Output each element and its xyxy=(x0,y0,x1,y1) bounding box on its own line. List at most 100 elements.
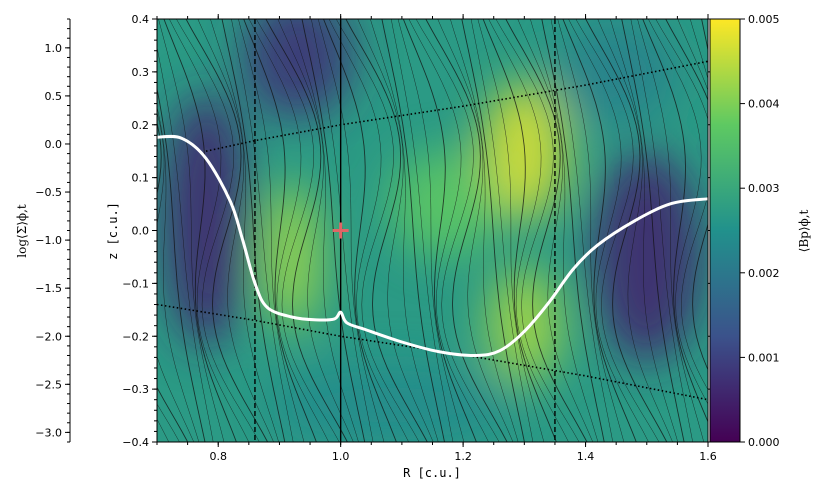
y-tick-label: 0.1 xyxy=(132,172,150,185)
streamline xyxy=(621,19,685,442)
streamline xyxy=(530,19,599,442)
streamline xyxy=(169,19,250,442)
y-tick-label: −0.3 xyxy=(122,383,149,396)
streamline xyxy=(495,19,580,442)
left-tick-label: 0.0 xyxy=(45,138,63,151)
streamlines xyxy=(157,19,708,442)
streamline xyxy=(585,19,668,442)
left-tick-label: −2.0 xyxy=(35,330,62,343)
streamline xyxy=(163,19,237,442)
streamline xyxy=(381,19,445,442)
streamline xyxy=(157,45,214,442)
x-axis: 0.8 1.0 1.2 1.4 1.6 xyxy=(156,14,717,463)
streamline xyxy=(488,19,569,442)
streamline xyxy=(655,19,708,391)
left-axis: 1.0 0.5 0.0 −0.5 −1.0 −1.5 −2.0 −2.5 −3.0 xyxy=(35,18,71,443)
streamline xyxy=(277,19,354,442)
streamline xyxy=(390,19,454,442)
y-axis-label: z [c.u.] xyxy=(106,202,120,260)
streamline xyxy=(176,19,260,442)
streamline xyxy=(437,19,514,442)
x-tick-label: 1.2 xyxy=(454,450,472,463)
y-tick-label: −0.4 xyxy=(122,436,149,449)
streamline xyxy=(541,19,605,442)
heatmap-blob-1 xyxy=(242,19,353,120)
streamline xyxy=(610,19,679,442)
left-tick-label: 0.5 xyxy=(45,90,63,103)
colorbar-tick-label: 0.003 xyxy=(748,182,780,195)
streamline xyxy=(243,19,317,442)
streamline xyxy=(562,19,637,442)
streamline xyxy=(482,19,557,442)
streamline xyxy=(477,19,545,442)
streamline xyxy=(557,19,625,442)
streamline xyxy=(197,19,274,442)
colorbar: 0.000 0.001 0.002 0.003 0.004 0.005 ⟨Bp⟩ϕ,t xyxy=(709,13,811,449)
dotted-boundaries xyxy=(157,60,708,401)
y-tick-label: 0.3 xyxy=(132,66,150,79)
x-tick-label: 0.8 xyxy=(209,450,227,463)
streamline xyxy=(248,19,329,442)
colorbar-tick-label: 0.005 xyxy=(748,13,780,26)
streamline xyxy=(402,19,477,442)
x-tick-label: 1.4 xyxy=(577,450,595,463)
y-tick-label: 0.2 xyxy=(132,119,150,132)
left-axis-label: log⟨Σ⟩ϕ,t xyxy=(15,204,29,258)
center-marker xyxy=(332,222,349,239)
streamline xyxy=(290,19,359,442)
streamline xyxy=(158,19,225,442)
streamline xyxy=(648,19,708,405)
heatmap-blob-4 xyxy=(487,267,562,384)
streamline xyxy=(597,19,673,442)
streamline xyxy=(335,19,420,442)
x-tick-label: 1.0 xyxy=(332,450,350,463)
streamline xyxy=(328,19,409,442)
colorbar-ticks: 0.000 0.001 0.002 0.003 0.004 0.005 xyxy=(740,13,780,449)
streamline xyxy=(157,106,200,442)
colorbar-tick-label: 0.004 xyxy=(748,98,780,111)
y-tick-label: −0.2 xyxy=(122,330,149,343)
streamline xyxy=(642,19,708,423)
surface-density-profile xyxy=(157,134,708,358)
streamline xyxy=(665,19,708,371)
streamline xyxy=(637,19,705,442)
streamline xyxy=(408,19,489,442)
plus-marker xyxy=(332,222,349,239)
streamline xyxy=(221,19,286,442)
colorbar-gradient xyxy=(709,18,741,443)
heatmap-blob-2 xyxy=(261,182,323,331)
streamline xyxy=(470,19,534,442)
streamline xyxy=(317,19,385,442)
streamline xyxy=(231,19,294,442)
heatmap-blob-0 xyxy=(163,93,249,347)
streamline xyxy=(370,19,439,442)
streamline xyxy=(238,19,305,442)
streamline xyxy=(568,19,649,442)
colorbar-label: ⟨Bp⟩ϕ,t xyxy=(797,209,811,252)
streamline xyxy=(265,19,348,442)
heatmap-blob-5 xyxy=(389,151,500,257)
left-tick-label: −1.0 xyxy=(35,234,62,247)
streamline xyxy=(157,111,195,442)
streamline xyxy=(461,19,525,442)
heatmap-blob-7 xyxy=(267,362,513,442)
left-tick-label: 1.0 xyxy=(45,42,63,55)
y-tick-label: −0.1 xyxy=(122,277,149,290)
streamline xyxy=(397,19,465,442)
streamline xyxy=(415,19,500,442)
dotted-boundary-lower xyxy=(157,303,708,401)
streamline xyxy=(450,19,519,442)
left-tick-label: −2.5 xyxy=(35,378,62,391)
streamline xyxy=(505,19,588,442)
streamline xyxy=(425,19,508,442)
left-tick-label: −3.0 xyxy=(35,426,62,439)
left-tick-label: −0.5 xyxy=(35,186,62,199)
colorbar-tick-label: 0.002 xyxy=(748,267,780,280)
left-tick-label: −1.5 xyxy=(35,282,62,295)
streamline xyxy=(256,19,340,442)
plot-area xyxy=(157,19,708,442)
heatmap-blob-8 xyxy=(554,19,678,125)
streamline xyxy=(345,19,428,442)
streamline xyxy=(210,19,279,442)
